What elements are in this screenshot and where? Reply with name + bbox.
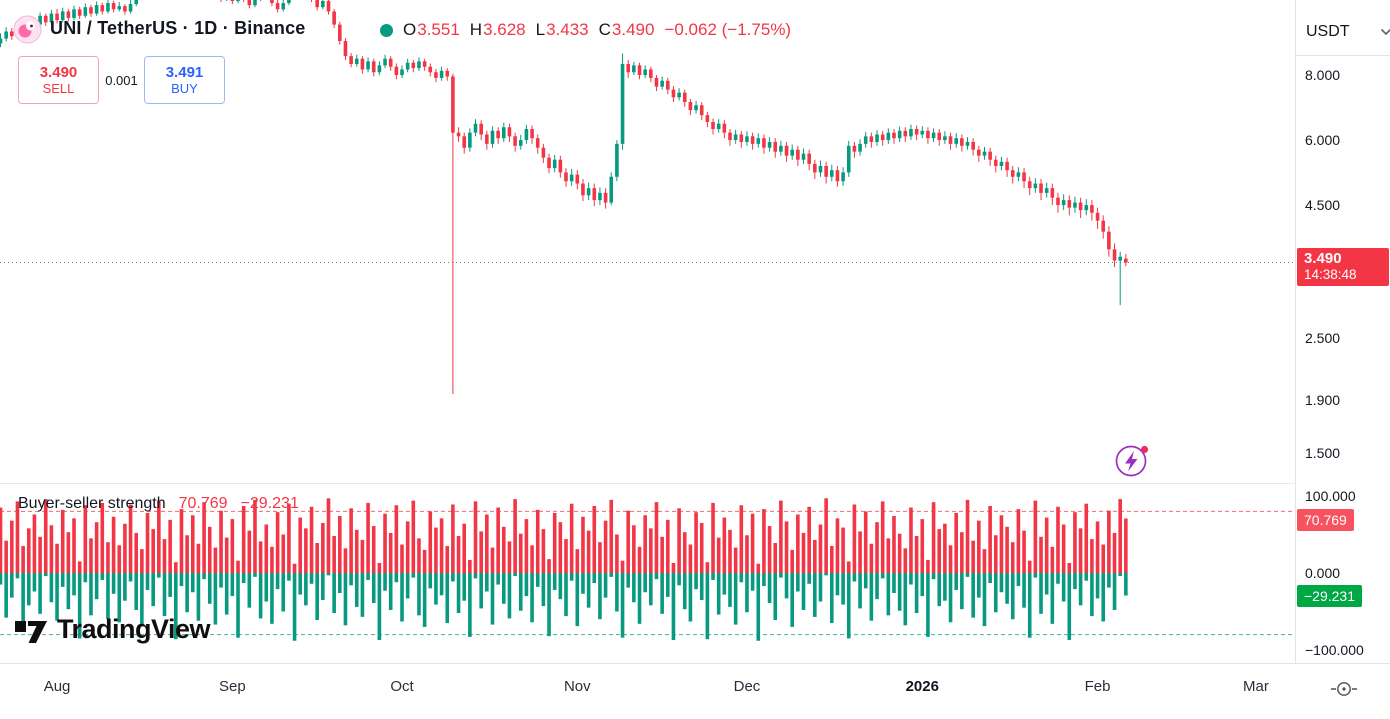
price-tick-label: 6.000 [1305, 132, 1341, 149]
strength-negative-badge: −29.231 [1297, 585, 1362, 607]
strength-histogram[interactable] [0, 498, 1128, 641]
sell-price: 3.490 [39, 64, 78, 81]
price-scale-settings-icon[interactable] [1330, 680, 1358, 698]
tradingview-logo-icon [15, 620, 47, 643]
price-tick-label: 1.900 [1305, 391, 1341, 408]
tradingview-logo-text: TradingView [57, 614, 211, 644]
ohlc-close: C 3.490 [598, 20, 655, 39]
price-axis[interactable]: 8.000 6.000 4.500 2.500 1.900 1.500 100.000 0.0… [1295, 0, 1390, 719]
time-axis[interactable]: Aug Sep Oct Nov Dec 2026 Feb Mar [0, 663, 1390, 719]
time-axis-label: 2026 [905, 678, 939, 695]
ohlc-open: O 3.551 [403, 20, 460, 39]
ohlc-values: O 3.551 H 3.628 L 3.433 C 3.490 −0.062 (−1.7… [403, 20, 791, 40]
indicator-header: Buyer-seller strength 70.769 −29.231 [18, 495, 299, 513]
candlestick-series[interactable] [0, 0, 1128, 395]
current-price: 3.490 [1304, 250, 1342, 267]
bar-countdown: 14:38:48 [1304, 267, 1357, 282]
strength-positive-badge: 70.769 [1297, 509, 1354, 531]
symbol-logo-icon [13, 15, 42, 44]
market-status-dot [380, 24, 393, 37]
strength-tick-label: 100.000 [1305, 488, 1356, 504]
indicator-value-positive: 70.769 [178, 495, 228, 512]
flash-events-icon[interactable] [1113, 441, 1151, 479]
pane-separator[interactable] [0, 483, 1390, 484]
price-tick-label: 8.000 [1305, 67, 1341, 84]
time-axis-label: Aug [43, 678, 71, 695]
strength-tick-label: −100.000 [1305, 642, 1364, 658]
symbol-title[interactable]: UNI / TetherUS · 1D · Binance [50, 18, 306, 38]
currency-label: USDT [1306, 22, 1350, 40]
strength-tick-label: 0.000 [1305, 565, 1341, 581]
sell-button[interactable]: 3.490 SELL [18, 56, 99, 104]
chevron-down-icon [1380, 28, 1390, 35]
trade-widget: 3.490 SELL 0.001 3.491 BUY [18, 56, 225, 104]
axis-separator [1296, 55, 1390, 56]
buy-price: 3.491 [165, 64, 204, 81]
current-price-badge: 3.490 14:38:48 [1297, 248, 1389, 286]
indicator-value-negative: −29.231 [240, 495, 299, 512]
ohlc-change: −0.062 (−1.75%) [664, 20, 792, 39]
time-axis-label: Dec [733, 678, 761, 695]
sell-label: SELL [42, 81, 75, 96]
time-axis-label: Nov [563, 678, 591, 695]
buy-button[interactable]: 3.491 BUY [144, 56, 225, 104]
currency-dropdown[interactable]: USDT [1300, 16, 1390, 47]
price-tick-label: 1.500 [1305, 445, 1341, 462]
time-axis-label: Sep [218, 678, 246, 695]
price-tick-label: 2.500 [1305, 329, 1341, 346]
indicator-title[interactable]: Buyer-seller strength [18, 495, 166, 512]
spread-value: 0.001 [105, 72, 138, 88]
time-axis-label: Mar [1242, 678, 1269, 695]
ohlc-low: L 3.433 [535, 20, 589, 39]
price-tick-label: 4.500 [1305, 197, 1341, 214]
ohlc-high: H 3.628 [469, 20, 526, 39]
tradingview-logo[interactable]: TradingView [14, 614, 211, 645]
buy-label: BUY [171, 81, 198, 96]
time-axis-label: Feb [1084, 678, 1111, 695]
time-axis-label: Oct [390, 678, 414, 695]
